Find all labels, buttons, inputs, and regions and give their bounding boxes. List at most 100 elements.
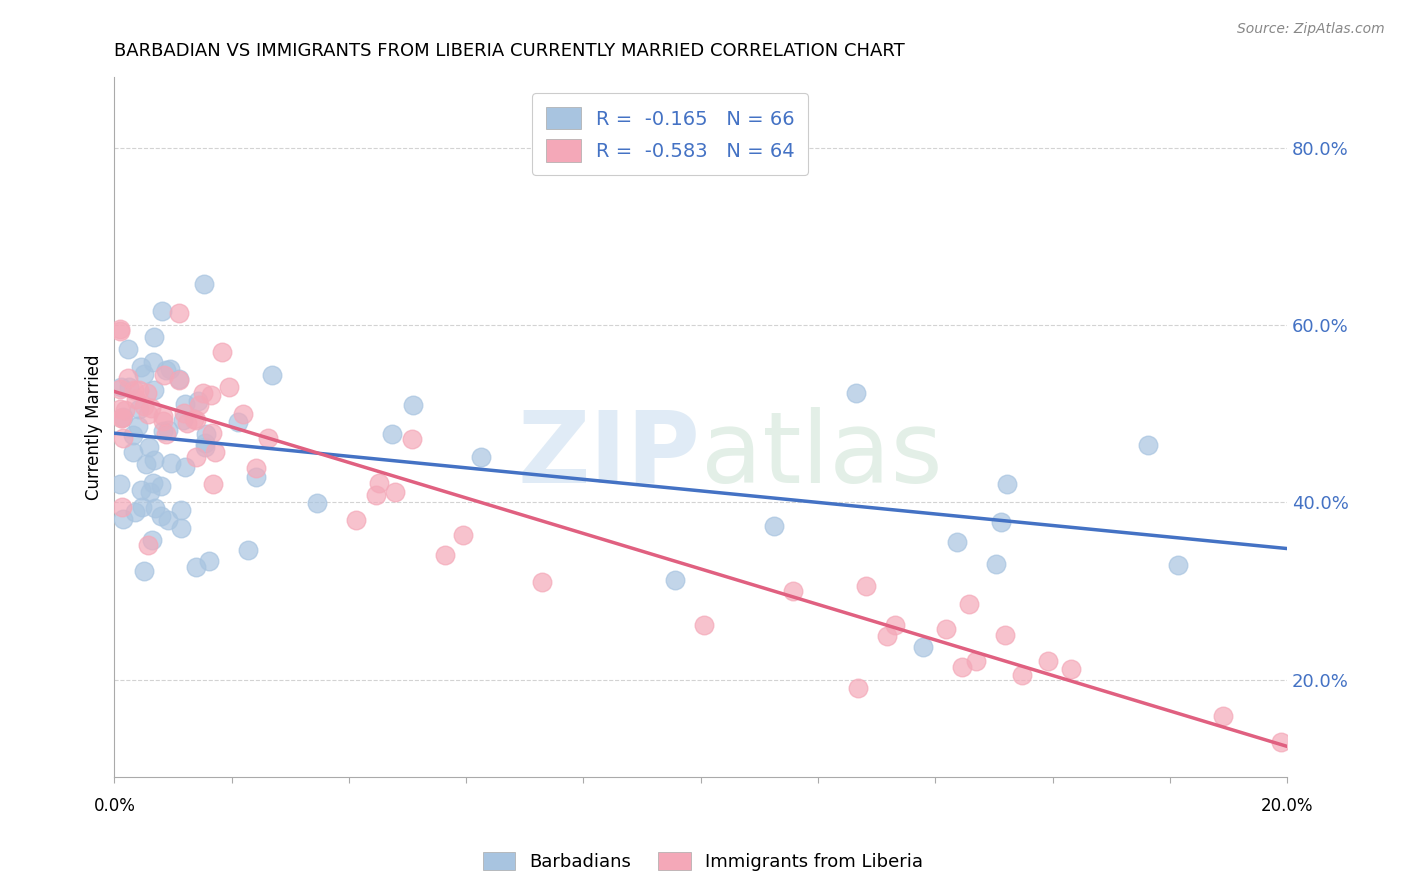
Point (183, 412, 205, 426)
Point (150, 304, 173, 318)
Point (994, 628, 1017, 642)
Point (846, 681, 869, 695)
Point (876, 629, 898, 643)
Point (121, 445, 143, 459)
Point (307, 496, 329, 510)
Point (1060, 661, 1083, 675)
Point (138, 441, 160, 455)
Point (184, 413, 207, 427)
Point (226, 416, 249, 430)
Point (965, 654, 987, 668)
Point (142, 355, 165, 369)
Point (201, 426, 224, 441)
Point (121, 428, 143, 442)
Point (693, 618, 716, 632)
Point (855, 579, 877, 593)
Point (111, 411, 134, 425)
Point (156, 423, 179, 437)
Text: atlas: atlas (700, 407, 942, 504)
Point (401, 432, 423, 446)
Point (110, 402, 132, 417)
Legend: Barbadians, Immigrants from Liberia: Barbadians, Immigrants from Liberia (475, 845, 931, 879)
Text: 20.0%: 20.0% (1261, 797, 1313, 815)
Point (173, 459, 195, 474)
Point (153, 368, 176, 383)
Point (110, 382, 132, 396)
Point (138, 407, 160, 421)
Point (218, 379, 240, 393)
Point (187, 393, 209, 408)
Point (950, 660, 973, 674)
Point (366, 488, 388, 502)
Point (245, 470, 267, 484)
Point (110, 477, 132, 491)
Point (184, 560, 207, 574)
Point (1011, 668, 1033, 682)
Y-axis label: Currently Married: Currently Married (86, 354, 103, 500)
Point (112, 512, 135, 526)
Point (204, 444, 226, 458)
Point (149, 509, 172, 524)
Point (167, 373, 190, 387)
Point (193, 277, 215, 291)
Point (173, 406, 195, 420)
Point (156, 513, 179, 527)
Point (451, 528, 474, 542)
Point (188, 398, 211, 412)
Point (132, 564, 155, 578)
Text: BARBADIAN VS IMMIGRANTS FROM LIBERIA CURRENTLY MARRIED CORRELATION CHART: BARBADIAN VS IMMIGRANTS FROM LIBERIA CUR… (114, 42, 905, 60)
Point (117, 371, 139, 385)
Point (782, 584, 804, 599)
Point (934, 622, 956, 636)
Point (1270, 735, 1292, 749)
Point (368, 475, 391, 490)
Point (141, 533, 163, 547)
Point (127, 419, 149, 434)
Point (111, 500, 134, 515)
Point (129, 483, 152, 498)
Point (946, 535, 969, 549)
Point (232, 407, 254, 421)
Point (260, 368, 283, 383)
Point (149, 479, 172, 493)
Point (184, 450, 207, 464)
Point (1167, 558, 1189, 573)
Point (152, 414, 174, 428)
Point (200, 388, 222, 402)
Point (141, 401, 163, 415)
Point (112, 410, 135, 425)
Point (990, 516, 1012, 530)
Point (193, 385, 215, 400)
Point (664, 574, 686, 588)
Point (117, 343, 139, 357)
Point (202, 477, 225, 491)
Point (172, 412, 194, 426)
Point (139, 484, 162, 499)
Point (236, 542, 259, 557)
Point (344, 513, 367, 527)
Point (135, 385, 157, 400)
Point (470, 450, 492, 465)
Point (884, 617, 907, 632)
Point (911, 640, 934, 655)
Point (763, 519, 786, 533)
Point (159, 361, 181, 376)
Point (155, 363, 177, 377)
Point (1212, 709, 1234, 723)
Point (128, 402, 150, 417)
Point (110, 321, 132, 335)
Point (143, 500, 166, 515)
Point (129, 359, 152, 374)
Point (152, 424, 174, 438)
Point (211, 345, 233, 359)
Point (142, 330, 165, 344)
Point (194, 436, 217, 450)
Point (134, 399, 156, 413)
Legend: R =  -0.165   N = 66, R =  -0.583   N = 64: R = -0.165 N = 66, R = -0.583 N = 64 (531, 94, 808, 175)
Point (434, 548, 457, 562)
Point (155, 426, 177, 441)
Point (152, 409, 174, 423)
Point (110, 380, 132, 394)
Point (176, 416, 198, 430)
Point (143, 383, 166, 397)
